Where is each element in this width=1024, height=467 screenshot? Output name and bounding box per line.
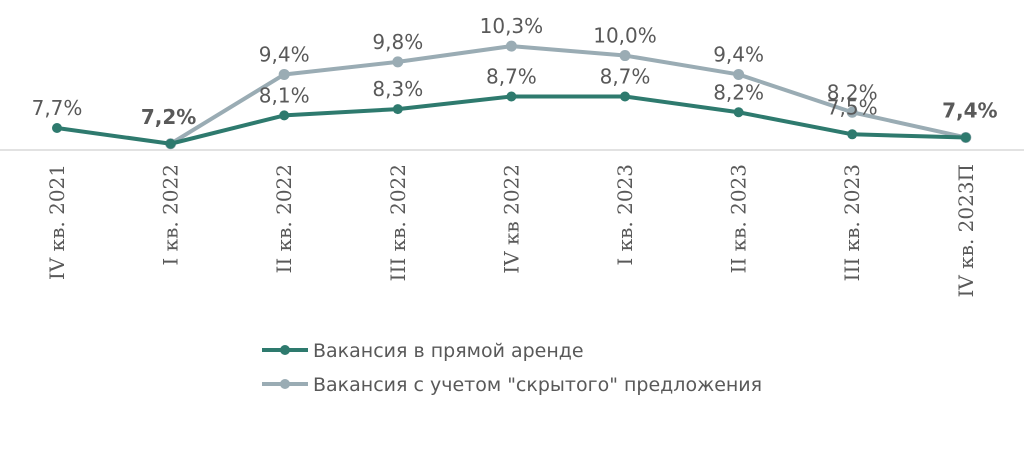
x-tick-label-6: II кв. 2023 (727, 164, 751, 274)
x-tick-label-5: I кв. 2023 (613, 164, 637, 266)
data-label-direct-7: 7,5% (827, 95, 878, 119)
data-label-direct-4: 8,7% (486, 65, 537, 89)
data-label-hidden-3: 9,8% (372, 30, 423, 54)
series-line-hidden (168, 44, 968, 146)
series-point-direct-6 (733, 107, 744, 118)
series-point-direct-0 (52, 123, 62, 133)
series-point-direct-2 (279, 110, 290, 121)
x-tick-layer: IV кв. 2021 I кв. 2022 II кв. 2022 III кв. … (45, 164, 978, 298)
data-label-hidden-4: 10,3% (480, 14, 544, 38)
series-point-hidden-4 (505, 40, 517, 52)
series-point-hidden-6 (733, 68, 745, 80)
data-label-layer: 7,7% 7,2%8,1% 8,3%8,7% 8,7%8,2%7,5% 7,4%9,4%… (32, 14, 998, 129)
series-point-direct-1 (165, 138, 176, 149)
data-label-direct-6: 8,2% (713, 80, 764, 104)
data-label-hidden-5: 10,0% (593, 24, 657, 48)
legend-label-direct: Вакансия в прямой аренде (313, 340, 584, 362)
data-label-direct-2: 8,1% (259, 83, 310, 107)
series-point-hidden-3 (392, 56, 404, 68)
legend-item-hidden: Вакансия с учетом "скрытого" предложения (262, 374, 762, 396)
data-label-direct-1: 7,2% (141, 105, 196, 129)
data-label-hidden-2: 9,4% (259, 42, 310, 66)
x-tick-label-8: IV кв. 2023П (954, 164, 978, 298)
data-label-direct-3: 8,3% (372, 77, 423, 101)
legend-marker-direct (280, 345, 290, 355)
x-tick-label-4: IV кв 2022 (499, 164, 523, 274)
x-tick-label-7: III кв. 2023 (840, 164, 864, 281)
data-label-direct-5: 8,7% (600, 65, 651, 89)
series-point-direct-5 (620, 91, 630, 102)
series-point-direct-4 (506, 91, 517, 102)
series-point-hidden-7 (846, 106, 858, 118)
x-tick-label-0: IV кв. 2021 (45, 164, 69, 280)
series-point-hidden-2 (278, 68, 290, 80)
legend-item-direct: Вакансия в прямой аренде (262, 340, 584, 362)
data-label-hidden-6: 9,4% (713, 42, 764, 66)
x-tick-label-3: III кв. 2022 (386, 164, 410, 281)
series-point-direct-8 (960, 132, 971, 143)
data-label-direct-8: 7,4% (942, 98, 997, 122)
legend-label-hidden: Вакансия с учетом "скрытого" предложения (313, 374, 762, 396)
series-layer (52, 40, 972, 150)
legend: Вакансия в прямой аренде Вакансия с учет… (262, 340, 762, 396)
legend-marker-hidden (280, 379, 290, 389)
data-label-hidden-7: 8,2% (827, 80, 878, 104)
x-tick-label-2: II кв. 2022 (272, 164, 296, 274)
data-label-direct-0: 7,7% (32, 96, 83, 120)
series-point-hidden-5 (619, 50, 631, 62)
x-tick-label-1: I кв. 2022 (159, 164, 183, 266)
series-point-direct-7 (847, 129, 858, 140)
series-point-direct-3 (392, 104, 403, 115)
